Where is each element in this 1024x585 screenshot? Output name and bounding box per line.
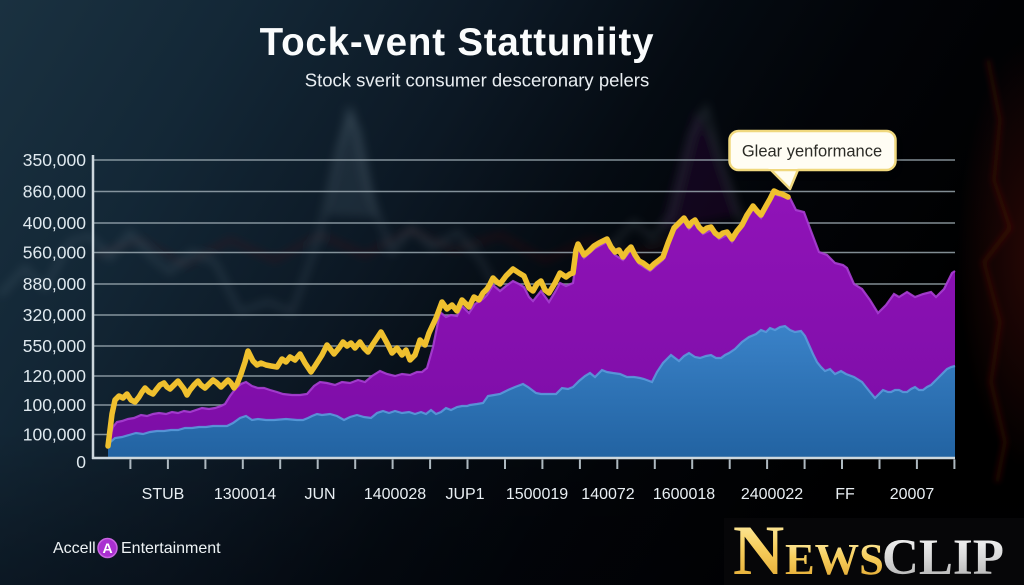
svg-text:Stock sverit consumer desceron: Stock sverit consumer desceronary pelers [305, 70, 649, 91]
svg-text:STUB: STUB [142, 486, 185, 503]
svg-text:880,000: 880,000 [23, 274, 87, 294]
svg-text:100,000: 100,000 [23, 425, 87, 445]
svg-text:550,000: 550,000 [23, 336, 87, 356]
svg-text:140072: 140072 [581, 486, 634, 503]
svg-text:320,000: 320,000 [23, 305, 87, 325]
svg-text:400,000: 400,000 [23, 213, 87, 233]
svg-text:100,000: 100,000 [23, 395, 87, 415]
svg-text:1500019: 1500019 [506, 486, 568, 503]
svg-text:0: 0 [76, 452, 86, 472]
svg-text:1400028: 1400028 [364, 486, 426, 503]
svg-text:EWS: EWS [785, 534, 884, 584]
svg-text:A: A [102, 540, 112, 556]
svg-text:1600018: 1600018 [653, 486, 715, 503]
svg-text:CLIP: CLIP [882, 530, 1004, 585]
svg-text:1300014: 1300014 [214, 486, 276, 503]
svg-text:120,000: 120,000 [23, 366, 87, 386]
svg-text:N: N [733, 512, 784, 585]
svg-text:JUN: JUN [304, 486, 335, 503]
svg-text:20007: 20007 [890, 486, 935, 503]
svg-text:Tock-vent Stattuniity: Tock-vent Stattuniity [260, 21, 655, 64]
svg-text:2400022: 2400022 [741, 486, 803, 503]
svg-text:Entertainment: Entertainment [121, 540, 221, 557]
svg-text:JUP1: JUP1 [445, 486, 484, 503]
svg-text:350,000: 350,000 [23, 150, 87, 170]
svg-text:FF: FF [835, 486, 855, 503]
svg-text:Glear yenformance: Glear yenformance [742, 143, 882, 161]
svg-text:560,000: 560,000 [23, 243, 87, 263]
svg-text:860,000: 860,000 [23, 182, 87, 202]
svg-text:Accell: Accell [53, 540, 96, 557]
